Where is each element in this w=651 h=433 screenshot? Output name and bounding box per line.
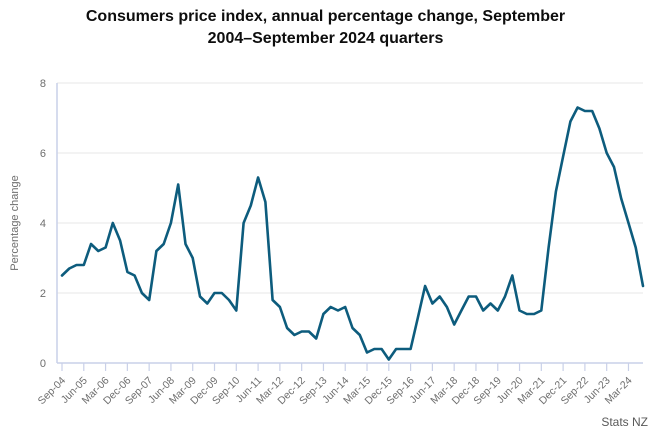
y-tick-label: 4	[40, 218, 46, 230]
grid-lines	[57, 82, 643, 294]
chart-title-line-1: Consumers price index, annual percentage…	[85, 8, 566, 25]
chart-title-line-2: 2004–September 2024 quarters	[207, 30, 444, 47]
axes	[56, 83, 643, 364]
y-tick-label: 2	[40, 288, 46, 300]
chart-title: Consumers price index, annual percentage…	[0, 6, 651, 50]
x-axis-labels: Sep-04Jun-05Mar-06Dec-06Sep-07Jun-08Mar-…	[36, 375, 635, 408]
y-tick-label: 8	[40, 78, 46, 90]
y-axis-labels: 0 2 4 6 8	[40, 78, 46, 370]
source-attribution: Stats NZ	[601, 415, 648, 429]
y-tick-label: 6	[40, 148, 46, 160]
cpi-data-line	[60, 106, 645, 361]
y-tick-label: 0	[40, 358, 46, 370]
x-axis-ticks	[61, 363, 630, 371]
